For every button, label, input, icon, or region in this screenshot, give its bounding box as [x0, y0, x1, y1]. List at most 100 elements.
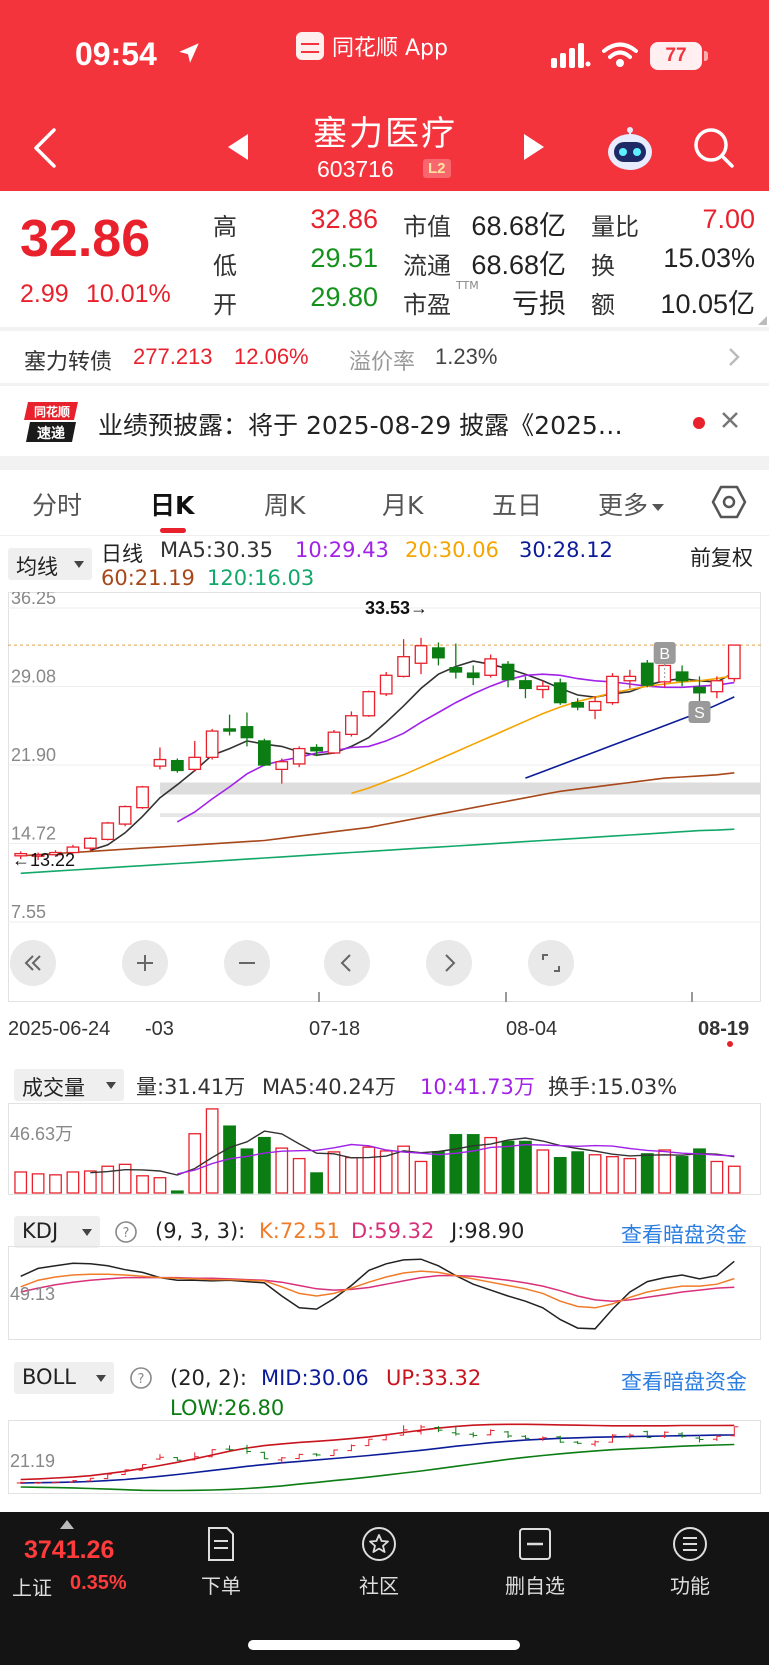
- close-icon[interactable]: [720, 410, 740, 430]
- kdj-params: (9, 3, 3):: [155, 1219, 246, 1243]
- scroll-left-button[interactable]: [324, 940, 370, 986]
- kdj-indicator-selector[interactable]: KDJ: [14, 1216, 100, 1248]
- zoom-in-button[interactable]: [122, 940, 168, 986]
- candle-body: [379, 674, 393, 695]
- robot-assistant-icon[interactable]: [604, 124, 656, 172]
- index-pct[interactable]: 0.35%: [70, 1572, 127, 1594]
- price-adjust-toggle[interactable]: 前复权: [690, 546, 753, 570]
- candle: [188, 740, 202, 772]
- search-icon[interactable]: [692, 126, 736, 170]
- nav-functions-button[interactable]: 功能: [645, 1524, 735, 1599]
- volume-bar: [101, 1165, 115, 1194]
- dark-pool-funds-link[interactable]: 查看暗盘资金: [621, 1223, 747, 1247]
- boll-low-value: LOW:26.80: [170, 1396, 285, 1420]
- candle-body: [553, 682, 567, 704]
- kline-chart[interactable]: 36.25 29.08 21.90 14.72 7.55 33.53→ ←13.22 B S: [8, 592, 761, 1002]
- candle: [484, 654, 498, 678]
- candle: [310, 744, 323, 757]
- app-logo-icon: [296, 32, 324, 60]
- status-time: 09:54: [75, 36, 157, 72]
- volume-bar: [327, 1151, 341, 1194]
- candle-body: [606, 675, 619, 704]
- tab-monthly-k[interactable]: 月K: [382, 491, 424, 520]
- tab-five-day[interactable]: 五日: [492, 491, 543, 520]
- boll-chart[interactable]: 21.19: [8, 1396, 761, 1494]
- candle-body: [136, 786, 149, 809]
- tonghuashun-flash-logo-icon: 同花顺 速递: [24, 402, 78, 442]
- divider: [0, 327, 769, 331]
- kdj-d-value: D:59.32: [351, 1219, 435, 1243]
- volume-value: 量:31.41万: [136, 1075, 246, 1099]
- back-chevron-icon[interactable]: [30, 124, 60, 172]
- float-value: 68.68亿: [471, 250, 566, 280]
- tab-intraday[interactable]: 分时: [32, 491, 83, 520]
- period-tabs: 分时 日K 周K 月K 五日 更多: [0, 470, 769, 536]
- expand-corner-icon[interactable]: [758, 316, 767, 325]
- volume-bar: [205, 1108, 219, 1194]
- candle: [275, 758, 289, 784]
- candle: [606, 673, 619, 705]
- convertible-bond-row[interactable]: 塞力转债 277.213 12.06% 溢价率 1.23%: [0, 331, 769, 383]
- index-value[interactable]: 3741.26: [24, 1536, 115, 1564]
- level2-badge[interactable]: L2: [423, 159, 451, 178]
- tab-more[interactable]: 更多: [598, 486, 665, 522]
- ma30-value: 30:28.12: [519, 538, 613, 562]
- quote-panel[interactable]: 32.86 2.99 10.01% 高 32.86 低 29.51 开 29.8…: [0, 191, 769, 327]
- caret-down-icon: [652, 503, 665, 511]
- candle-body: [414, 645, 428, 664]
- tab-weekly-k[interactable]: 周K: [264, 491, 306, 520]
- volume-bar: [553, 1156, 567, 1194]
- y-tick-label: 21.90: [11, 745, 56, 765]
- kdj-chart[interactable]: 49.13: [8, 1246, 761, 1340]
- ma-indicator-selector[interactable]: 均线: [8, 548, 92, 580]
- pe-ttm-suffix: TTM: [456, 279, 479, 292]
- caret-down-icon: [82, 1229, 92, 1236]
- volume-bar: [66, 1171, 80, 1194]
- chevron-right-icon: [729, 348, 740, 366]
- fullscreen-button[interactable]: [528, 940, 574, 986]
- candle: [693, 676, 706, 704]
- index-up-arrow-icon: [60, 1520, 74, 1529]
- boll-indicator-selector[interactable]: BOLL: [14, 1362, 114, 1394]
- help-icon[interactable]: ?: [114, 1220, 138, 1244]
- volume-bar: [49, 1174, 62, 1194]
- earnings-notice-banner[interactable]: 同花顺 速递 业绩预披露：将于 2025-08-29 披露《2025…: [0, 386, 769, 456]
- volume-ma5: MA5:40.24万: [262, 1075, 397, 1099]
- nav-order-button[interactable]: 下单: [176, 1524, 266, 1599]
- candle-body: [188, 756, 202, 771]
- volume-bar: [379, 1150, 393, 1194]
- svg-text:同花顺: 同花顺: [34, 404, 70, 419]
- volume-chart[interactable]: 46.63万: [8, 1103, 761, 1195]
- boll-mid-line: [20, 1434, 735, 1484]
- candle-body: [640, 662, 654, 686]
- candle: [205, 728, 219, 760]
- dark-pool-funds-link[interactable]: 查看暗盘资金: [621, 1370, 747, 1394]
- candle: [571, 698, 585, 711]
- stock-code: 603716: [317, 156, 394, 182]
- help-icon[interactable]: ?: [129, 1366, 153, 1390]
- zoom-out-button[interactable]: [224, 940, 270, 986]
- volume-bar: [362, 1146, 376, 1194]
- volume-bar: [310, 1172, 323, 1194]
- settings-hexagon-icon[interactable]: [711, 484, 747, 520]
- nav-community-button[interactable]: 社区: [334, 1524, 424, 1599]
- nav-remove-watchlist-button[interactable]: 删自选: [490, 1524, 580, 1599]
- index-name[interactable]: 上证: [12, 1576, 52, 1600]
- volume-bar: [118, 1163, 132, 1194]
- low-value: 29.51: [310, 243, 378, 273]
- candle-body: [83, 837, 97, 849]
- scroll-right-button[interactable]: [426, 940, 472, 986]
- app-name: 同花顺 App: [332, 36, 448, 61]
- next-stock-icon[interactable]: [520, 132, 548, 162]
- candle: [240, 712, 254, 747]
- amount-label: 额: [591, 291, 615, 319]
- tab-daily-k[interactable]: 日K: [150, 491, 195, 520]
- today-dot: [727, 1041, 733, 1047]
- app-header: 09:54 同花顺 App 77 塞力医疗 603716 L2: [0, 0, 769, 191]
- kdj-selector-label: KDJ: [22, 1219, 59, 1243]
- volume-indicator-selector[interactable]: 成交量: [14, 1069, 124, 1101]
- x-label-3: 08-04: [506, 1018, 558, 1040]
- prev-stock-icon[interactable]: [224, 132, 252, 162]
- candle-body: [31, 854, 45, 857]
- collapse-left-button[interactable]: [10, 940, 56, 986]
